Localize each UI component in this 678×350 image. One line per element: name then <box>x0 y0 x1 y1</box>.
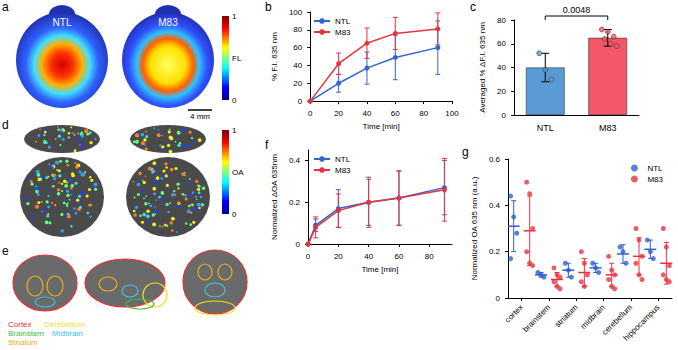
html-text:g: g <box>462 145 469 159</box>
svg-text:40: 40 <box>364 252 373 261</box>
svg-text:OA: OA <box>232 168 244 177</box>
svg-text:M83: M83 <box>599 123 617 133</box>
svg-text:Midbrain: Midbrain <box>52 329 83 338</box>
svg-text:40: 40 <box>497 63 506 72</box>
svg-text:4 mm: 4 mm <box>190 112 210 121</box>
svg-text:0: 0 <box>298 97 303 106</box>
svg-text:% F.I. 635 nm: % F.I. 635 nm <box>270 32 279 81</box>
html-text:b: b <box>265 0 272 14</box>
svg-text:0: 0 <box>502 111 507 120</box>
svg-text:Cortex: Cortex <box>8 320 32 329</box>
svg-text:M83: M83 <box>335 28 351 37</box>
svg-text:brainstem: brainstem <box>521 303 552 334</box>
svg-text:60: 60 <box>293 43 302 52</box>
svg-text:0: 0 <box>232 96 237 105</box>
html-text:f: f <box>265 138 269 152</box>
svg-text:hippocampus: hippocampus <box>622 303 662 343</box>
svg-text:FL: FL <box>232 54 242 63</box>
svg-text:1: 1 <box>232 12 237 21</box>
svg-text:0.4: 0.4 <box>489 201 501 210</box>
svg-text:1: 1 <box>232 126 237 135</box>
svg-text:Normalized ΔOA 635nm: Normalized ΔOA 635nm <box>270 154 279 240</box>
html-text:d: d <box>2 118 9 132</box>
svg-text:80: 80 <box>293 25 302 34</box>
svg-text:Cerebellum: Cerebellum <box>44 320 85 329</box>
svg-text:Time [min]: Time [min] <box>361 265 398 274</box>
svg-text:0.0048: 0.0048 <box>563 5 591 15</box>
svg-text:0.6: 0.6 <box>489 155 501 164</box>
svg-text:20: 20 <box>334 109 343 118</box>
svg-text:80: 80 <box>497 16 506 25</box>
svg-text:NTL: NTL <box>537 123 554 133</box>
svg-text:M83: M83 <box>158 17 178 28</box>
svg-text:midbrain: midbrain <box>578 302 607 331</box>
svg-text:Averaged % ΔF.I. 635 nm: Averaged % ΔF.I. 635 nm <box>478 22 487 113</box>
html-text:e: e <box>2 244 9 258</box>
svg-text:cortex: cortex <box>503 303 525 325</box>
svg-text:20: 20 <box>334 252 343 261</box>
svg-text:M83: M83 <box>647 175 663 184</box>
svg-text:60: 60 <box>395 252 404 261</box>
svg-text:100: 100 <box>289 8 303 17</box>
svg-text:0: 0 <box>296 240 301 249</box>
svg-text:0: 0 <box>496 294 501 303</box>
html-text:a: a <box>2 0 9 14</box>
svg-text:100: 100 <box>445 109 459 118</box>
svg-text:striatum: striatum <box>553 303 580 330</box>
svg-text:M83: M83 <box>335 166 351 175</box>
svg-text:80: 80 <box>425 252 434 261</box>
svg-text:cerebellum: cerebellum <box>600 302 635 337</box>
svg-text:20: 20 <box>497 87 506 96</box>
svg-text:0: 0 <box>306 252 311 261</box>
svg-text:60: 60 <box>391 109 400 118</box>
svg-text:NTL: NTL <box>53 17 72 28</box>
svg-text:NTL: NTL <box>335 17 351 26</box>
svg-text:NTL: NTL <box>647 164 663 173</box>
html-text:c: c <box>470 0 476 14</box>
svg-text:0.2: 0.2 <box>489 247 501 256</box>
svg-text:0.4: 0.4 <box>289 156 301 165</box>
svg-text:Time [min]: Time [min] <box>363 122 400 131</box>
svg-text:Striatum: Striatum <box>8 338 38 347</box>
svg-text:60: 60 <box>497 39 506 48</box>
svg-text:0.2: 0.2 <box>289 198 301 207</box>
svg-text:0: 0 <box>232 210 237 219</box>
svg-text:40: 40 <box>362 109 371 118</box>
svg-text:NTL: NTL <box>335 155 351 164</box>
svg-text:0: 0 <box>308 109 313 118</box>
svg-text:40: 40 <box>293 61 302 70</box>
svg-text:20: 20 <box>293 79 302 88</box>
svg-text:80: 80 <box>419 109 428 118</box>
svg-text:Normalized OA 635 nm (a.u.): Normalized OA 635 nm (a.u.) <box>470 176 479 280</box>
svg-text:Brainstem: Brainstem <box>8 329 44 338</box>
